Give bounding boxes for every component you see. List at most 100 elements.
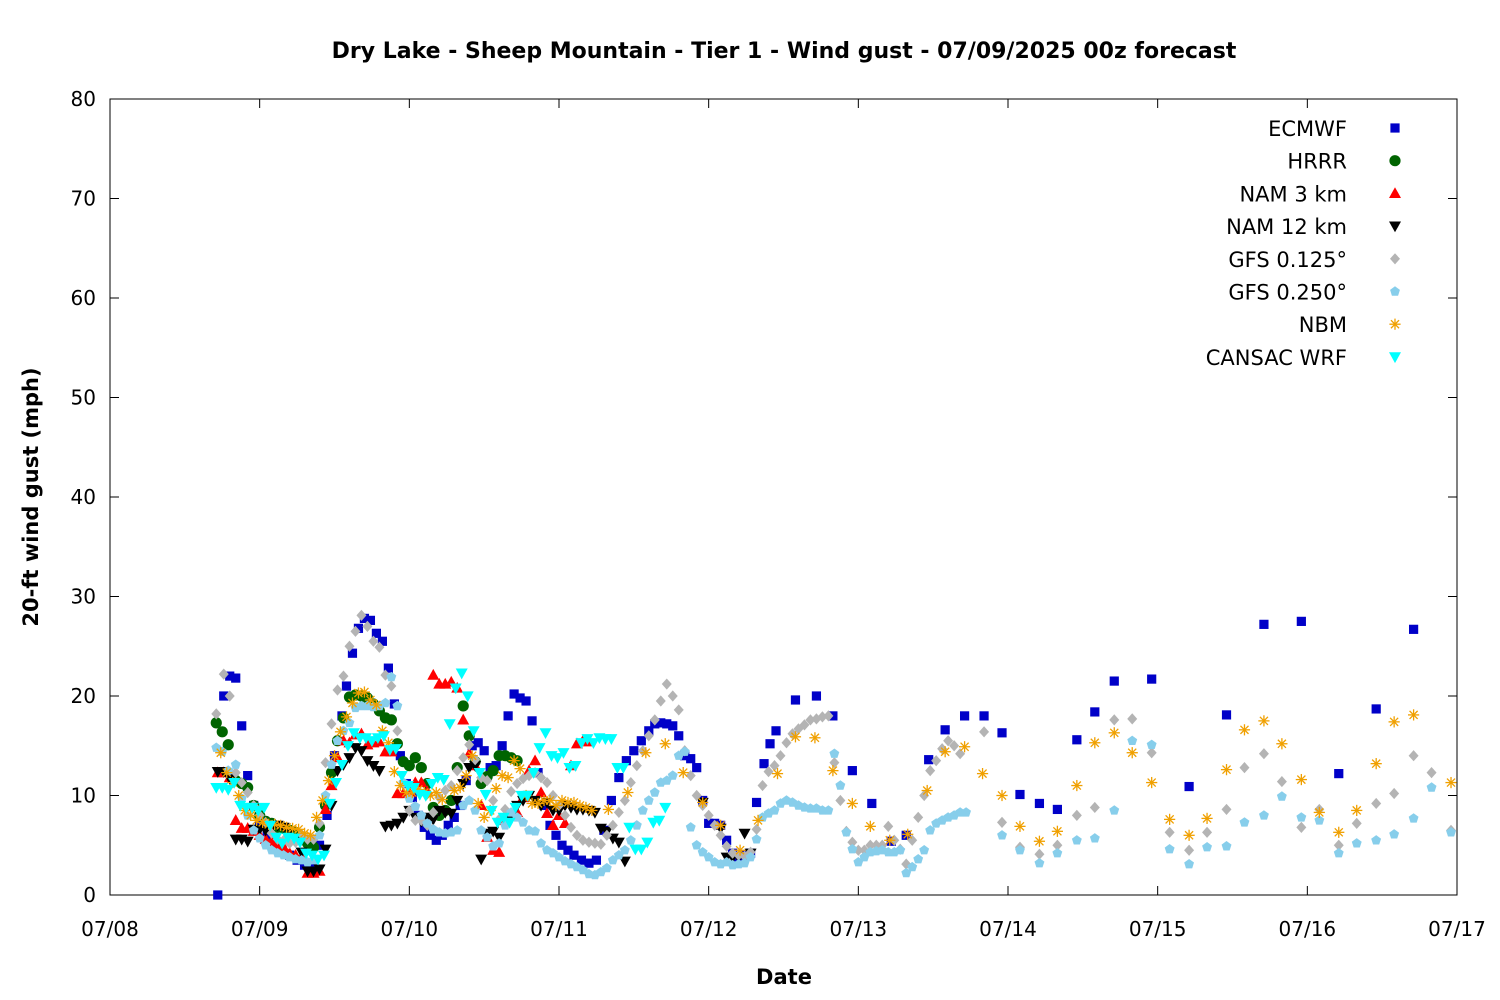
data-point [445,808,458,820]
data-point [958,741,971,753]
data-point [373,766,386,777]
data-point [913,811,924,823]
data-point [1407,709,1420,721]
data-points [210,609,1457,900]
data-point [242,786,253,799]
data-point [563,845,573,855]
data-point [640,747,652,759]
data-point [759,759,769,769]
data-point [210,717,222,729]
data-point [1071,835,1082,845]
x-tick-label: 07/16 [1279,917,1337,941]
data-point [328,750,341,762]
data-point [237,721,247,731]
data-point [811,713,822,725]
data-point [395,771,408,782]
x-axis-label: Date [756,965,812,989]
x-tick-label: 07/08 [81,917,139,941]
data-point [508,755,520,767]
data-point [835,780,846,790]
data-point [1072,735,1082,745]
data-point [1446,827,1456,837]
data-point [629,746,639,756]
data-point [410,801,421,811]
data-point [1202,826,1213,838]
data-point [1108,727,1120,739]
data-point [704,818,714,828]
data-point [1239,762,1250,774]
data-point [367,761,380,772]
data-point [1089,737,1101,749]
data-point [1164,826,1175,838]
data-point [359,733,372,744]
data-point [491,761,501,771]
data-point [502,771,514,784]
x-axis-ticks: 07/08 07/09 07/10 07/11 07/12 07/13 07/14 07/15… [81,99,1486,941]
data-point [487,826,500,838]
data-point [392,725,403,737]
data-point [575,738,588,749]
data-point [734,844,746,856]
data-point [241,836,254,848]
data-point [229,814,242,825]
data-point [225,671,235,681]
data-point [493,846,506,857]
data-point [1071,779,1083,792]
data-point [551,830,561,840]
data-point [479,746,489,756]
data-point [636,736,646,746]
data-point [292,823,305,835]
data-point [1052,839,1063,851]
legend-marker [1389,221,1401,233]
data-point [403,760,415,772]
data-point [625,835,636,845]
data-point [329,777,342,789]
data-point [457,713,470,725]
data-point [1109,676,1119,686]
data-point [751,834,762,844]
data-point [595,838,606,850]
data-point [612,837,625,849]
data-point [313,864,326,876]
data-point [765,739,775,749]
data-point [1389,829,1400,839]
data-point [649,787,660,797]
data-point [262,830,272,840]
data-point [902,828,914,840]
data-point [979,711,989,721]
data-point [865,839,876,851]
legend-marker [1389,352,1401,364]
data-point [940,725,950,735]
data-point [467,726,480,738]
data-point [925,825,936,835]
data-point [430,786,442,799]
data-point [1333,848,1344,858]
data-point [443,820,453,830]
data-point [847,766,857,776]
data-point [1370,758,1382,770]
data-point [551,753,564,764]
data-point [397,812,410,824]
data-point [1146,739,1157,749]
data-point [493,832,506,844]
data-point [1109,714,1120,726]
data-point [1333,839,1344,851]
data-point [346,697,359,709]
legend-marker [1390,123,1400,133]
data-point [677,767,689,779]
data-point [527,768,540,779]
data-point [781,737,792,749]
data-point [1239,817,1250,827]
data-point [302,833,313,845]
data-point [1052,848,1063,858]
data-point [503,817,516,829]
data-point [576,855,587,865]
data-point [817,711,828,723]
data-point [659,738,671,750]
data-point [275,819,287,831]
data-point [458,752,469,764]
data-point [478,811,490,823]
data-point [427,668,440,680]
data-point [512,777,523,790]
data-point [607,819,618,831]
